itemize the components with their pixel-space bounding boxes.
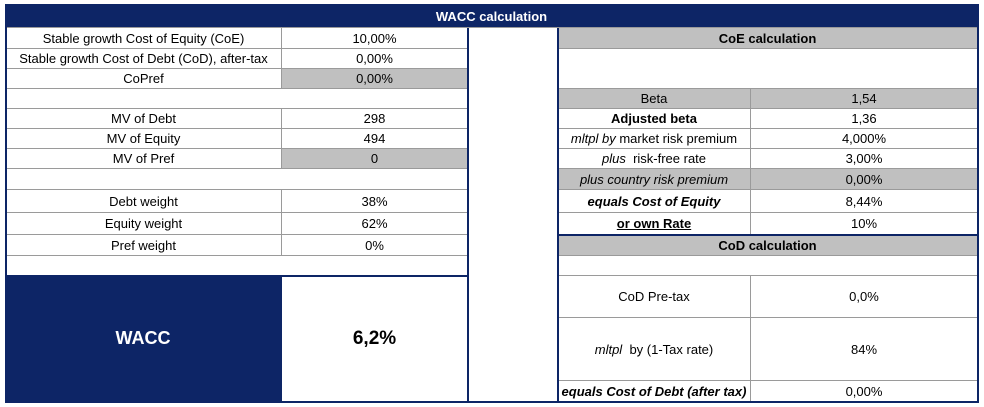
- label-copref: CoPref: [6, 69, 282, 89]
- value-pref-weight: 0%: [282, 235, 468, 256]
- value-mv-pref[interactable]: 0: [282, 149, 468, 169]
- wacc-value: 6,2%: [282, 276, 468, 402]
- label-market-risk-premium: mltpl by market risk premium: [558, 129, 751, 149]
- value-risk-free-rate[interactable]: 3,00%: [751, 149, 978, 169]
- spacer-row-1: [6, 89, 468, 109]
- value-cod[interactable]: 0,00%: [282, 49, 468, 69]
- tax-prefix: mltpl: [594, 341, 623, 357]
- label-beta: Beta: [558, 89, 751, 109]
- value-cod-pretax[interactable]: 0,0%: [751, 276, 978, 318]
- spacer-row-2: [6, 169, 468, 190]
- middle-gap: [468, 28, 558, 402]
- label-pref-weight: Pref weight: [6, 235, 282, 256]
- label-cost-of-debt: equals Cost of Debt (after tax): [558, 381, 751, 402]
- label-cost-of-equity: equals Cost of Equity: [558, 190, 751, 213]
- coe-spacer: [558, 49, 978, 89]
- tax-text: by (1-Tax rate): [629, 341, 714, 357]
- value-country-risk-premium[interactable]: 0,00%: [751, 169, 978, 190]
- divider-wacc: [6, 275, 468, 277]
- value-copref[interactable]: 0,00%: [282, 69, 468, 89]
- value-own-rate[interactable]: 10%: [751, 213, 978, 235]
- cod-header: CoD calculation: [558, 235, 978, 256]
- value-mv-equity[interactable]: 494: [282, 129, 468, 149]
- divider-right: [557, 28, 559, 402]
- label-equity-weight: Equity weight: [6, 213, 282, 235]
- label-adjusted-beta: Adjusted beta: [558, 109, 751, 129]
- rf-prefix: plus: [601, 151, 626, 166]
- own-rate-link[interactable]: or own Rate: [558, 213, 751, 235]
- value-mv-debt[interactable]: 298: [282, 109, 468, 129]
- label-risk-free-rate: plus risk-free rate: [558, 149, 751, 169]
- wacc-label: WACC: [6, 276, 282, 402]
- sheet-title: WACC calculation: [6, 5, 978, 28]
- value-cost-of-equity: 8,44%: [751, 190, 978, 213]
- divider-left: [467, 28, 469, 402]
- value-debt-weight: 38%: [282, 190, 468, 213]
- mrp-prefix: mltpl by: [570, 131, 616, 146]
- value-tax-multiplier: 84%: [751, 318, 978, 381]
- label-cod: Stable growth Cost of Debt (CoD), after-…: [6, 49, 282, 69]
- mrp-text: market risk premium: [619, 131, 738, 146]
- value-cost-of-debt: 0,00%: [751, 381, 978, 402]
- label-mv-equity: MV of Equity: [6, 129, 282, 149]
- label-country-risk-premium: plus country risk premium: [558, 169, 751, 190]
- label-mv-debt: MV of Debt: [6, 109, 282, 129]
- value-equity-weight: 62%: [282, 213, 468, 235]
- value-market-risk-premium[interactable]: 4,000%: [751, 129, 978, 149]
- label-cod-pretax: CoD Pre-tax: [558, 276, 751, 318]
- value-adjusted-beta: 1,36: [751, 109, 978, 129]
- coe-header: CoE calculation: [558, 28, 978, 49]
- label-debt-weight: Debt weight: [6, 190, 282, 213]
- label-tax-multiplier: mltpl by (1-Tax rate): [558, 318, 751, 381]
- label-mv-pref: MV of Pref: [6, 149, 282, 169]
- value-beta[interactable]: 1,54: [751, 89, 978, 109]
- divider-cod: [558, 234, 978, 236]
- cod-spacer: [558, 256, 978, 276]
- rf-text: risk-free rate: [633, 151, 707, 166]
- label-coe: Stable growth Cost of Equity (CoE): [6, 28, 282, 49]
- spacer-row-3: [6, 256, 468, 276]
- value-coe[interactable]: 10,00%: [282, 28, 468, 49]
